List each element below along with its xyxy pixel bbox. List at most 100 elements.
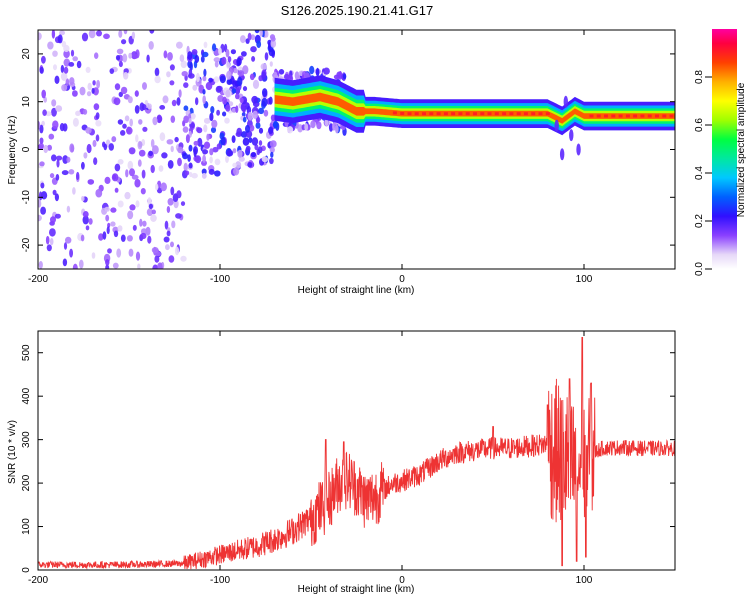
heatmap-ridge-core xyxy=(531,112,536,116)
heatmap-cell xyxy=(196,127,203,134)
heatmap-cell xyxy=(214,60,219,68)
heatmap-cell xyxy=(117,225,123,232)
heatmap-cell xyxy=(164,220,169,230)
heatmap-cell xyxy=(72,56,78,62)
heatmap-cell xyxy=(250,46,257,53)
heatmap-cell xyxy=(86,143,92,154)
heatmap-cell xyxy=(146,208,153,217)
heatmap-cell xyxy=(87,82,92,91)
heatmap-cell xyxy=(54,213,61,219)
heatmap-cell xyxy=(148,41,154,50)
heatmap-cell xyxy=(106,226,110,235)
heatmap-cell xyxy=(162,95,169,104)
heatmap-ridge-core xyxy=(509,112,514,116)
colorbar-gradient xyxy=(712,29,737,269)
heatmap-cell xyxy=(171,99,177,107)
heatmap-cell xyxy=(123,30,128,35)
heatmap-ridge-core xyxy=(655,114,659,118)
heatmap-cell xyxy=(161,152,168,159)
heatmap-ridge-core xyxy=(523,112,528,116)
heatmap-cell xyxy=(328,123,334,132)
heatmap-cell xyxy=(250,34,256,41)
heatmap-ridge-core xyxy=(502,112,507,116)
heatmap-ridge-core xyxy=(451,112,456,116)
heatmap-cell xyxy=(256,40,262,48)
heatmap-ridge-core xyxy=(625,114,630,118)
heatmap-cell xyxy=(176,190,182,199)
heatmap-cell xyxy=(258,140,263,146)
heatmap-cell xyxy=(92,139,97,148)
heatmap-cell xyxy=(170,241,174,248)
heatmap-cell xyxy=(209,156,213,164)
heatmap-cell xyxy=(115,55,121,61)
heatmap-cell xyxy=(61,84,68,92)
colorbar-label: Normalized spectral amplitude xyxy=(736,82,747,217)
heatmap-ridge-core xyxy=(414,112,419,116)
heatmap-cell xyxy=(264,52,269,61)
heatmap-cell xyxy=(188,144,193,152)
heatmap-cell xyxy=(75,110,81,117)
heatmap-cell xyxy=(59,30,65,36)
heatmap-cell xyxy=(174,136,179,143)
heatmap-cell xyxy=(43,96,47,103)
heatmap-cell xyxy=(335,124,339,134)
heatmap-cell xyxy=(262,88,268,98)
heatmap-cell xyxy=(127,210,134,220)
heatmap-cell xyxy=(287,126,294,134)
heatmap-cell xyxy=(54,193,60,202)
heatmap-ridge-core xyxy=(618,114,623,118)
figure-title: S126.2025.190.21.41.G17 xyxy=(281,3,434,18)
heatmap-ridge-core xyxy=(611,114,616,118)
heatmap-cell xyxy=(195,72,200,83)
heatmap-ridge-core xyxy=(589,114,594,118)
heatmap-cell xyxy=(208,168,215,175)
heatmap-cell xyxy=(142,126,148,132)
heatmap-cell xyxy=(240,131,248,138)
heatmap-cell xyxy=(55,174,60,181)
heatmap-cell xyxy=(156,114,162,124)
heatmap-cell xyxy=(272,121,279,128)
heatmap-cell xyxy=(237,70,245,77)
heatmap-cell xyxy=(56,159,60,168)
heatmap-cell xyxy=(38,214,42,222)
heatmap-cell xyxy=(113,97,121,106)
heatmap-cell xyxy=(183,162,188,172)
heatmap-cell xyxy=(268,48,275,57)
heatmap-cell xyxy=(294,71,300,80)
heatmap-cell xyxy=(203,117,211,124)
heatmap-cell xyxy=(66,205,71,213)
heatmap-cell xyxy=(129,204,136,211)
heatmap-cell xyxy=(131,174,139,180)
heatmap-cell xyxy=(82,215,89,225)
heatmap-cell xyxy=(189,171,193,178)
heatmap-cell xyxy=(256,116,261,124)
heatmap-cell xyxy=(214,158,221,166)
heatmap-cell xyxy=(263,109,269,117)
heatmap-cell xyxy=(72,187,76,195)
heatmap-cell xyxy=(179,54,185,62)
heatmap-cell xyxy=(126,235,133,242)
heatmap-cell xyxy=(222,96,228,105)
heatmap-cell xyxy=(182,126,189,133)
heatmap-cell xyxy=(166,206,171,213)
heatmap-cell xyxy=(98,233,104,241)
heatmap-cell xyxy=(148,203,153,209)
heatmap-cell xyxy=(39,161,45,167)
heatmap-cell xyxy=(151,247,159,254)
heatmap-cell xyxy=(48,133,55,140)
heatmap-cell xyxy=(168,255,175,263)
heatmap-cell xyxy=(225,104,231,112)
heatmap-cell xyxy=(118,30,123,38)
heatmap-cell xyxy=(60,64,65,74)
heatmap-cell xyxy=(170,115,176,123)
heatmap-cell xyxy=(122,53,128,63)
heatmap-cell xyxy=(117,159,124,165)
heatmap-cell xyxy=(251,95,259,104)
heatmap-cell xyxy=(72,117,79,127)
snr-y-ticks: 0 100 200 300 400 500 xyxy=(21,344,675,573)
heatmap-cell xyxy=(232,67,238,74)
heatmap-cell xyxy=(159,105,166,110)
heatmap-cell xyxy=(61,170,69,176)
heatmap-cell xyxy=(135,251,141,261)
heatmap-cell xyxy=(117,200,124,208)
